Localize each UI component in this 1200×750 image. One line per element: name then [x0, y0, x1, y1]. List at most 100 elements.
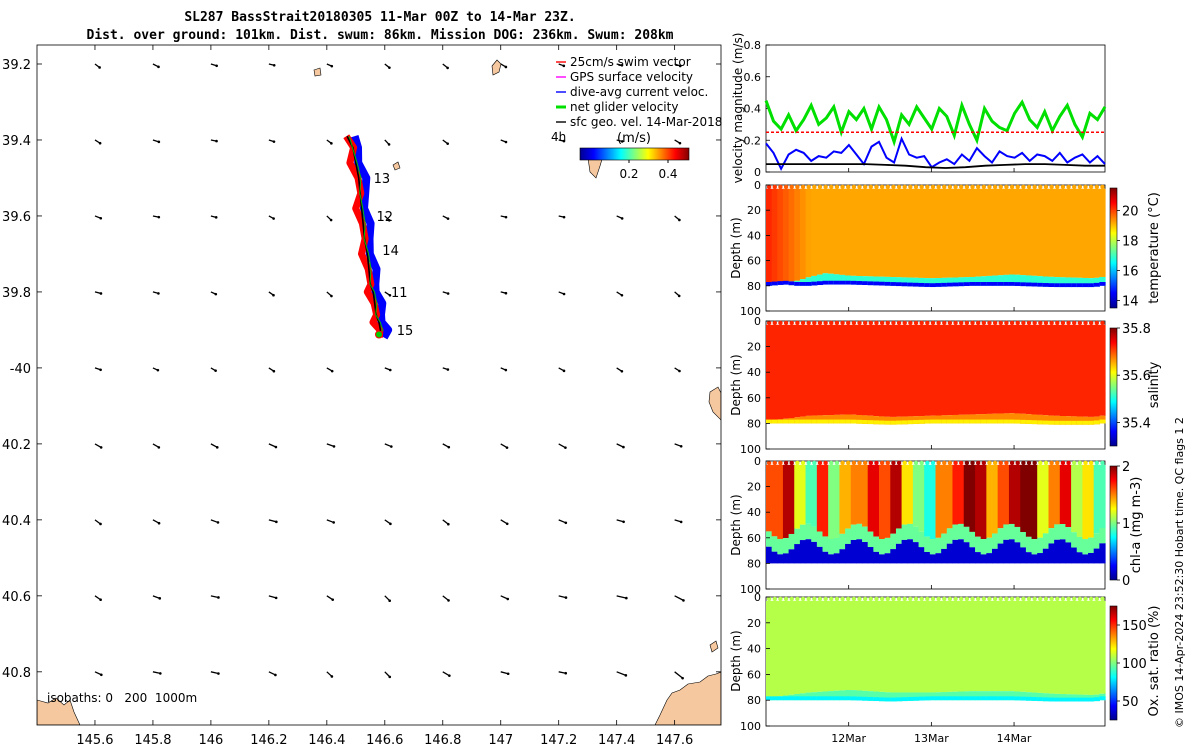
section-cell-mid: [799, 524, 807, 541]
sfc-vector-field: [94, 63, 685, 680]
section-cell-mid: [833, 537, 841, 554]
section-cell-mid: [845, 528, 852, 544]
section-cell-lower: [929, 696, 937, 701]
section-cell-upper: [771, 324, 778, 421]
section-cell-lower: [997, 543, 1004, 564]
section-surface-dot: [1043, 596, 1049, 602]
section-cell-upper: [1025, 188, 1033, 276]
chla-cells: [766, 460, 1106, 564]
section-cell-mid: [850, 690, 857, 701]
section-cell-upper: [839, 188, 846, 275]
section-cell-lower: [771, 551, 778, 564]
section-cell-upper: [901, 188, 908, 278]
section-cell-mid: [980, 414, 987, 424]
section-cell-mid: [895, 277, 903, 287]
section-cell-mid: [1025, 692, 1033, 701]
day-label-0: 13: [374, 172, 391, 187]
section-surface-dot: [1072, 184, 1077, 190]
section-cell-lower: [912, 542, 920, 564]
section-surface-dot: [846, 460, 851, 466]
section-surface-dot: [1083, 460, 1088, 466]
isobaths-label: isobaths: 0 200 1000m: [47, 691, 197, 705]
island-5: [709, 640, 719, 653]
oxygen-cblabel: Ox. sat. ratio (%): [1147, 606, 1162, 717]
section-cell-mid: [845, 275, 852, 285]
section-cell-mid: [890, 533, 897, 550]
section-cell-mid: [1099, 527, 1106, 544]
section-cell-mid: [946, 691, 954, 701]
section-surface-dot: [1100, 460, 1105, 466]
section-cell-upper: [946, 324, 954, 416]
section-cell-lower: [822, 551, 829, 564]
section-surface-dot: [992, 184, 998, 190]
section-surface-dot: [1043, 460, 1049, 466]
section-surface-dot: [885, 596, 890, 602]
sfc-vector-head: [329, 218, 333, 222]
section-cell-lower: [766, 419, 773, 424]
section-surface-dot: [1004, 596, 1009, 602]
section-cell-upper: [997, 188, 1004, 276]
section-cell-mid: [946, 415, 954, 424]
section-cell-lower: [1071, 283, 1078, 288]
section-cell-upper: [845, 600, 852, 691]
section-cell-lower: [924, 283, 931, 287]
section-cell-upper: [1003, 600, 1010, 692]
colorbar-ticklabel-0: 50: [1122, 695, 1139, 710]
section-cell-mid: [963, 277, 970, 286]
sfc-vector-head: [620, 140, 624, 143]
section-surface-dot: [817, 460, 823, 466]
section-cell-upper: [929, 188, 937, 279]
section-surface-dot: [896, 184, 902, 190]
section-cell-upper: [1020, 600, 1027, 692]
track-dive-avg-current: [350, 135, 393, 340]
section-cell-upper: [1071, 600, 1078, 695]
section-cell-lower: [1031, 697, 1038, 701]
section-cell-lower: [963, 696, 970, 701]
section-surface-dot: [902, 184, 907, 190]
section-surface-dot: [1077, 596, 1083, 602]
section-cell-mid: [912, 277, 920, 287]
section-cell-mid: [958, 277, 965, 287]
section-surface-dot: [1009, 596, 1015, 602]
section-cell-lower: [975, 282, 982, 286]
section-cell-upper: [963, 188, 970, 278]
section-surface-dot: [998, 320, 1003, 326]
section-cell-lower: [1031, 554, 1038, 564]
section-surface-dot: [896, 596, 902, 602]
section-cell-upper: [1082, 600, 1089, 695]
section-surface-dot: [981, 596, 987, 602]
section-cell-lower: [879, 554, 886, 564]
section-cell-lower: [980, 282, 987, 286]
velocity-ylabel: velocity magnitude (m/s): [731, 33, 745, 184]
section-cell-mid: [850, 524, 857, 541]
section-cell-mid: [980, 691, 987, 701]
section-surface-dot: [772, 596, 777, 602]
section-cell-mid: [1008, 691, 1016, 701]
section-cell-mid: [1065, 527, 1072, 543]
section-cell-mid: [822, 273, 829, 285]
sfc-vector-head: [330, 142, 333, 145]
section-cell-upper: [997, 464, 1004, 529]
sfc-vector-head: [562, 64, 566, 68]
section-cell-mid: [1048, 528, 1055, 544]
section-cell-upper: [1025, 464, 1033, 537]
section-surface-dot: [862, 320, 868, 326]
section-cell-mid: [1065, 416, 1072, 425]
map-frame: [36, 44, 722, 726]
temperature-colorbar: [1109, 187, 1118, 309]
section-surface-dot: [1004, 184, 1009, 190]
section-cell-lower: [912, 696, 920, 701]
section-y-ticklabel-2: 40: [747, 506, 761, 519]
section-surface-dot: [817, 184, 823, 190]
section-cell-upper: [1031, 188, 1038, 276]
map-x-ticklabel-0: 145.6: [76, 733, 113, 748]
section-cell-upper: [901, 600, 908, 693]
time-ticklabel-2: 14Mar: [997, 732, 1032, 745]
colorbar-ticklabel-0: 0: [1122, 574, 1130, 589]
section-cell-upper: [805, 464, 812, 524]
section-surface-dot: [823, 320, 828, 326]
section-surface-dot: [1088, 184, 1094, 190]
section-cell-lower: [901, 697, 908, 702]
section-surface-dot: [1088, 596, 1094, 602]
section-cell-upper: [1059, 324, 1067, 417]
